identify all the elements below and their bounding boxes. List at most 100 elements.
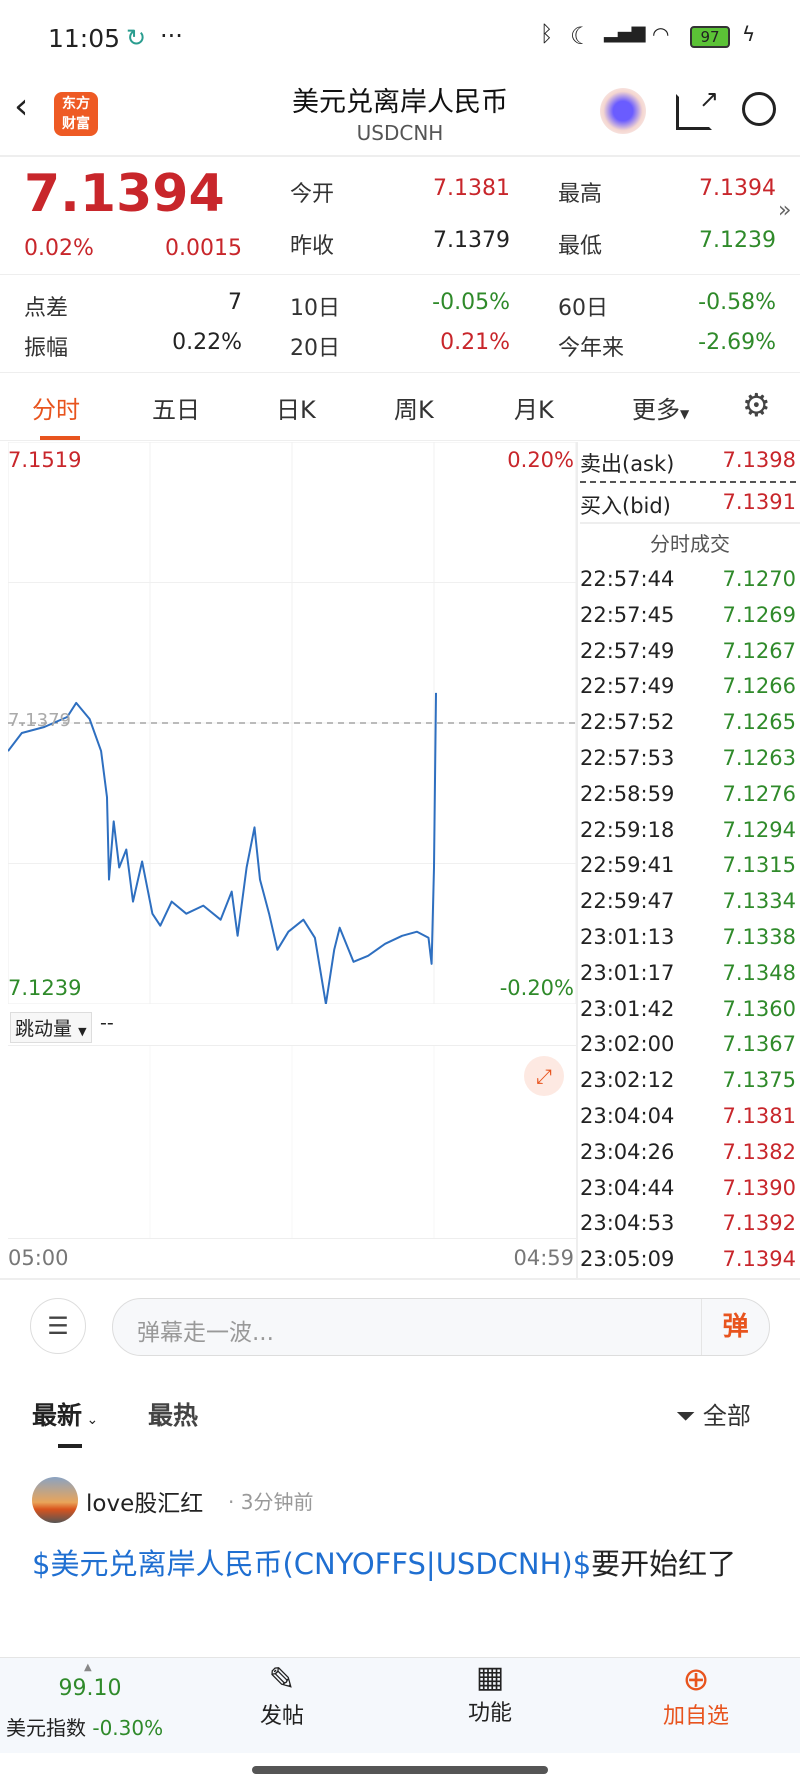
- trade-row: 23:04:44 7.1390: [580, 1170, 796, 1206]
- trade-row: 23:04:26 7.1382: [580, 1134, 796, 1170]
- functions-button[interactable]: ▦ 功能: [390, 1660, 590, 1727]
- trade-price: 7.1294: [722, 817, 796, 842]
- dollar-index-change: -0.30%: [92, 1716, 164, 1740]
- fullscreen-icon[interactable]: ⤢: [524, 1056, 564, 1096]
- tab-monthly-k[interactable]: 月K: [514, 396, 554, 424]
- search-icon[interactable]: [742, 92, 776, 126]
- post-button[interactable]: ✎ 发帖: [182, 1660, 382, 1730]
- change-pct: 0.02%: [24, 236, 94, 261]
- indicator-value: --: [100, 1012, 114, 1034]
- add-watchlist-label: 加自选: [662, 1704, 729, 1729]
- low-value: 7.1239: [699, 228, 776, 253]
- trade-price: 7.1276: [722, 781, 796, 806]
- share-icon[interactable]: ↗: [676, 85, 719, 130]
- intraday-chart[interactable]: [8, 442, 576, 1004]
- feed-tab-hot[interactable]: 最热: [148, 1401, 199, 1430]
- price-line: [8, 692, 437, 1004]
- d20-value: 0.21%: [440, 330, 510, 355]
- high-value: 7.1394: [699, 176, 776, 201]
- post-label: 发帖: [259, 1704, 304, 1729]
- dollar-index-value[interactable]: 99.10: [58, 1676, 122, 1701]
- trade-price: 7.1392: [722, 1211, 796, 1236]
- trade-price: 7.1348: [722, 960, 796, 985]
- trade-price: 7.1381: [722, 1104, 796, 1128]
- indicator-label: 跳动量: [15, 1018, 73, 1040]
- tab-more[interactable]: 更多▼: [632, 390, 689, 425]
- trade-time: 22:57:49: [580, 674, 675, 699]
- trade-row: 22:59:41 7.1315: [580, 847, 796, 883]
- danmu-settings-icon[interactable]: ☰: [30, 1298, 86, 1354]
- page-subtitle: USDCNH: [356, 121, 444, 145]
- trade-price: 7.1263: [722, 746, 796, 770]
- open-value: 7.1381: [433, 176, 510, 201]
- back-button[interactable]: ‹: [14, 86, 29, 127]
- tab-daily-k[interactable]: 日K: [276, 396, 316, 424]
- robot-assistant-icon[interactable]: [600, 88, 646, 134]
- app-logo[interactable]: 东方 财富: [54, 92, 98, 136]
- trade-time: 22:57:44: [580, 567, 675, 591]
- trade-price: 7.1360: [722, 996, 796, 1021]
- ytd-label: 今年来: [558, 336, 625, 361]
- indicator-selector[interactable]: 跳动量 ▼: [10, 1012, 92, 1043]
- expand-icon[interactable]: »: [778, 198, 792, 223]
- trade-price: 7.1267: [722, 638, 796, 663]
- trade-row: 23:01:42 7.1360: [580, 991, 796, 1027]
- dollar-index[interactable]: 美元指数 -0.30%: [6, 1712, 163, 1741]
- filter-button[interactable]: ⏷ 全部: [676, 1396, 751, 1431]
- pct-bottom-label: -0.20%: [499, 976, 574, 1000]
- settings-gear-icon[interactable]: ⚙: [742, 386, 771, 424]
- trade-time: 22:57:52: [580, 710, 675, 735]
- d10-label: 10日: [290, 296, 340, 321]
- trade-price: 7.1270: [722, 567, 796, 591]
- post-text: 要开始红了: [591, 1547, 737, 1581]
- danmu-placeholder: 弹幕走一波...: [137, 1320, 274, 1346]
- ask-bid-divider: [580, 481, 796, 483]
- trade-price: 7.1315: [722, 853, 796, 878]
- logo-text: 东方: [62, 96, 90, 112]
- x-end-label: 04:59: [513, 1246, 574, 1270]
- trade-time: 22:58:59: [580, 781, 675, 806]
- clock: 11:05: [48, 24, 121, 53]
- active-feed-indicator: [58, 1444, 82, 1448]
- trade-row: 22:57:49 7.1266: [580, 668, 796, 704]
- ytd-value: -2.69%: [698, 330, 776, 355]
- trade-time: 23:04:44: [580, 1175, 675, 1200]
- trade-time: 22:59:41: [580, 853, 675, 878]
- post-username[interactable]: love股汇红: [86, 1491, 204, 1517]
- ask-label: 卖出(ask): [580, 452, 675, 476]
- open-label: 今开: [290, 182, 335, 207]
- dollar-index-name: 美元指数: [6, 1716, 86, 1740]
- bid-label: 买入(bid): [580, 494, 671, 518]
- change-value: 0.0015: [165, 236, 242, 261]
- trade-price: 7.1338: [722, 925, 796, 949]
- prev-close-label: 昨收: [290, 234, 335, 259]
- stock-link[interactable]: $美元兑离岸人民币(CNYOFFS|USDCNH)$: [32, 1547, 592, 1581]
- plus-circle-icon: ⊕: [682, 1660, 710, 1698]
- trade-row: 23:04:53 7.1392: [580, 1205, 796, 1241]
- trade-price: 7.1382: [722, 1139, 796, 1164]
- danmu-send-button[interactable]: 弹: [701, 1299, 769, 1355]
- chevron-down-icon: ⌄: [82, 1412, 99, 1428]
- divider: [580, 522, 800, 524]
- d60-label: 60日: [558, 296, 608, 321]
- post-content[interactable]: $美元兑离岸人民币(CNYOFFS|USDCNH)$要开始红了: [32, 1538, 772, 1590]
- tick-volume-chart: [8, 1045, 576, 1239]
- trade-row: 22:57:49 7.1267: [580, 633, 796, 669]
- page-title: 美元兑离岸人民币: [292, 87, 508, 118]
- feed-tab-latest[interactable]: 最新 ⌄: [32, 1396, 98, 1432]
- home-indicator[interactable]: [252, 1766, 548, 1774]
- danmu-input[interactable]: 弹幕走一波... 弹: [112, 1298, 770, 1356]
- tab-weekly-k[interactable]: 周K: [394, 396, 434, 424]
- edit-icon: ✎: [268, 1660, 296, 1698]
- functions-label: 功能: [467, 1701, 512, 1726]
- y-top-label: 7.1519: [8, 448, 82, 472]
- y-bottom-label: 7.1239: [8, 976, 82, 1000]
- user-avatar[interactable]: [32, 1477, 78, 1523]
- tab-five-day[interactable]: 五日: [152, 396, 200, 424]
- tab-intraday[interactable]: 分时: [32, 396, 80, 424]
- trade-price: 7.1334: [722, 889, 796, 914]
- trade-time: 23:05:09: [580, 1247, 675, 1272]
- add-watchlist-button[interactable]: ⊕ 加自选: [596, 1660, 796, 1730]
- tab-more-label: 更多: [632, 396, 680, 424]
- low-label: 最低: [558, 234, 603, 259]
